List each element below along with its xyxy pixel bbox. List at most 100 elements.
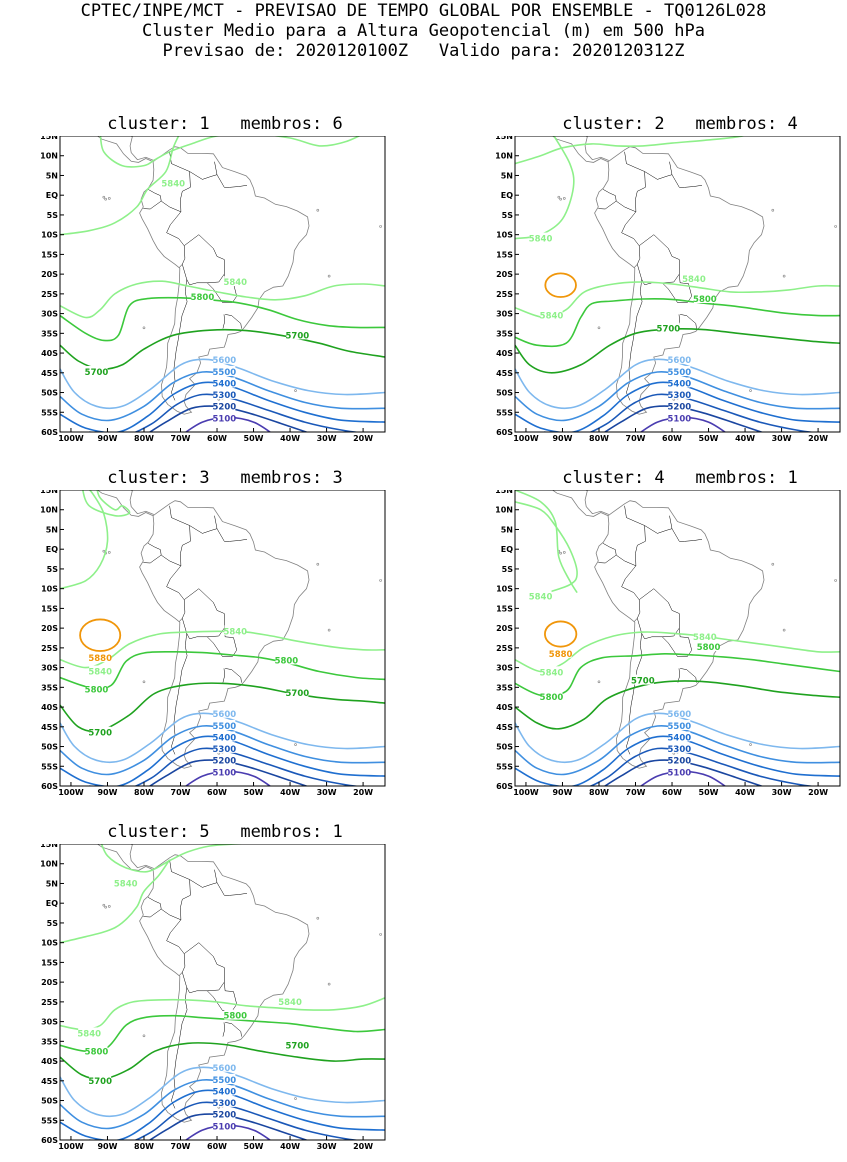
contour-5600: [60, 712, 385, 764]
lon-label: 60W: [207, 788, 227, 797]
island: [557, 195, 561, 199]
contour-label-bg: [89, 652, 112, 663]
contour-label-bg: [668, 754, 691, 765]
island: [327, 274, 331, 278]
contour-label-bg: [275, 654, 298, 665]
lon-label: 70W: [171, 434, 191, 443]
contour-label-bg: [213, 1085, 236, 1096]
country-border: [225, 668, 242, 683]
island: [294, 1097, 297, 1100]
island: [316, 562, 320, 566]
country-border: [169, 859, 191, 920]
island: [107, 551, 111, 554]
contour-label-bg: [85, 1045, 108, 1056]
central-america-coastline: [96, 844, 154, 871]
contour-label-bg: [114, 877, 137, 888]
contour-label-bg: [213, 707, 236, 718]
lat-label: 45S: [41, 369, 58, 378]
central-america-coastline: [129, 136, 154, 161]
lon-label: 60W: [207, 1142, 227, 1151]
contour-label: 5400: [667, 733, 691, 743]
lat-label: 60S: [496, 428, 513, 437]
contour-label-bg: [213, 388, 236, 399]
lon-label: 90W: [97, 434, 117, 443]
contour-label-bg: [213, 377, 236, 388]
central-america-coastline: [96, 490, 154, 517]
contour-label: 5100: [212, 769, 236, 779]
lat-label: 45S: [41, 1077, 58, 1086]
contour-label-bg: [668, 400, 691, 411]
contour-5500: [515, 370, 840, 422]
contour-label-bg: [682, 272, 705, 283]
island: [379, 933, 382, 936]
island: [771, 562, 775, 566]
island: [316, 916, 320, 920]
contour-label-bg: [224, 276, 247, 287]
lat-label: 5N: [501, 525, 513, 534]
contour-label-bg: [286, 686, 309, 697]
contour-label: 5300: [667, 745, 691, 755]
island: [142, 680, 146, 684]
contour-5600: [515, 358, 840, 410]
lat-label: 45S: [496, 723, 513, 732]
panel-title: cluster: 1 membros: 6: [107, 114, 343, 134]
lat-label: 45S: [41, 723, 58, 732]
lat-label: 15N: [40, 490, 58, 495]
contour-label-bg: [549, 647, 572, 658]
lat-label: 50S: [41, 1097, 58, 1106]
contour-label: 5600: [212, 1064, 236, 1074]
panel-cluster-1: cluster: 1 membros: 6 5840 5840 5800 5700 570…: [40, 114, 390, 443]
contour-label-bg: [668, 388, 691, 399]
contour-label-bg: [78, 1027, 101, 1038]
contour-label: 5840: [540, 668, 564, 678]
contour-label: 5840: [223, 278, 247, 288]
contour-label: 5840: [540, 312, 564, 322]
contour-5840: [515, 136, 747, 165]
contour-label-bg: [668, 412, 691, 423]
contour-label: 5840: [77, 1029, 101, 1039]
contour-label: 5880: [549, 650, 573, 660]
contour-label: 5500: [667, 722, 691, 732]
contour-5840: [60, 136, 180, 236]
country-border: [182, 264, 219, 286]
lat-label: 20S: [41, 270, 58, 279]
lat-label: 25S: [496, 290, 513, 299]
country-border: [222, 1022, 225, 1037]
contour-label: 5700: [286, 1041, 310, 1051]
panel-cluster-2: cluster: 2 membros: 4 5840 5840 5800 5700 584…: [495, 114, 845, 443]
lon-label: 30W: [317, 434, 337, 443]
lat-label: 15N: [40, 844, 58, 849]
country-border: [679, 628, 692, 651]
lat-label: 30S: [496, 664, 513, 673]
central-america-coastline: [551, 490, 609, 517]
lat-label: 45S: [496, 369, 513, 378]
lat-label: EQ: [46, 899, 58, 908]
lat-label: 30S: [41, 310, 58, 319]
lat-label: 35S: [41, 683, 58, 692]
lon-label: 20W: [808, 788, 828, 797]
lat-label: 25S: [496, 644, 513, 653]
contour-label: 5700: [286, 689, 310, 699]
contour-label: 5800: [191, 293, 215, 303]
contour-label: 5700: [88, 1077, 112, 1087]
contour-label: 5880: [88, 654, 112, 664]
lat-label: 15N: [495, 136, 513, 141]
lat-label: 15S: [41, 958, 58, 967]
country-border: [626, 633, 643, 755]
lon-label: 40W: [280, 434, 300, 443]
central-america-coastline: [551, 136, 609, 163]
contour-5600: [60, 1066, 385, 1118]
map-frame: [514, 136, 841, 433]
contour-label-bg: [213, 742, 236, 753]
contour-label: 5800: [540, 693, 564, 703]
island: [562, 197, 566, 200]
country-border: [644, 515, 673, 534]
lat-label: 5N: [46, 171, 58, 180]
contour-label-bg: [213, 1096, 236, 1107]
contour-5840: [515, 281, 840, 319]
lat-label: 10S: [41, 585, 58, 594]
contour-label: 5500: [212, 722, 236, 732]
contour-5400: [60, 1089, 385, 1140]
lat-label: 15S: [496, 250, 513, 259]
lat-label: 55S: [496, 408, 513, 417]
